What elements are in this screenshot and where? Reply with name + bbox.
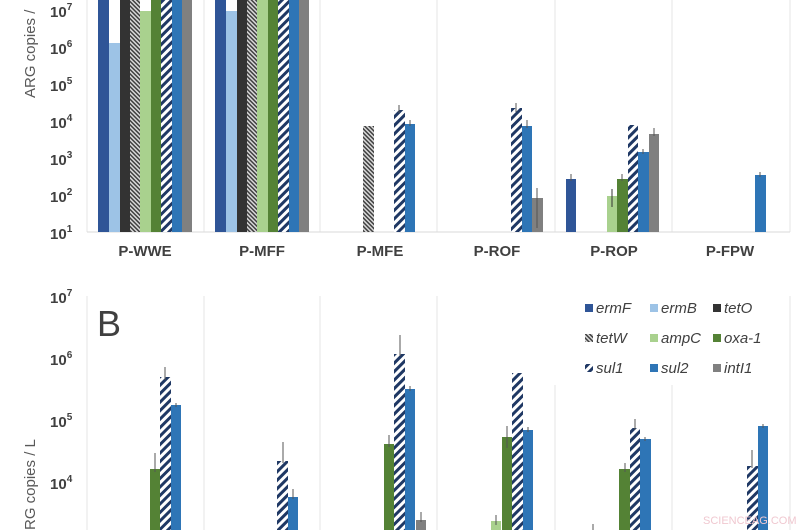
legend-ampc: ampC xyxy=(661,330,701,347)
legend-teto: tetO xyxy=(724,300,753,317)
category-separators xyxy=(86,0,791,232)
legend-swatch-sul1 xyxy=(585,364,593,372)
panel-b: B 107 106 105 104 RG copies / L xyxy=(22,288,797,530)
legend-tetw: tetW xyxy=(596,330,629,347)
legend-swatch-teto xyxy=(713,304,721,312)
group-p-rof xyxy=(511,103,543,232)
group-b-2 xyxy=(277,442,298,530)
tick-1e7: 107 xyxy=(50,2,73,21)
legend: ermF ermB tetO tetW ampC oxa-1 sul1 sul2… xyxy=(585,300,762,377)
legend-sul1: sul1 xyxy=(596,360,624,377)
cat-p-fpw: P-FPW xyxy=(706,243,755,260)
group-p-mfe xyxy=(363,105,415,232)
cat-p-mfe: P-MFE xyxy=(357,243,404,260)
group-b-1 xyxy=(150,367,181,530)
cat-p-rop: P-ROP xyxy=(590,243,638,260)
group-b-3 xyxy=(384,335,426,530)
y-axis-label-b: RG copies / L xyxy=(22,439,39,530)
watermark: SCIENCEAG.COM xyxy=(703,515,797,527)
legend-swatch-ermf xyxy=(585,304,593,312)
legend-swatch-ermb xyxy=(650,304,658,312)
group-p-mff xyxy=(215,0,309,232)
tick-1e3: 103 xyxy=(50,150,73,169)
group-p-wwe xyxy=(98,0,192,232)
cat-p-mff: P-MFF xyxy=(239,243,285,260)
tick-b-1e5: 105 xyxy=(50,412,73,431)
legend-swatch-ampc xyxy=(650,334,658,342)
tick-b-1e7: 107 xyxy=(50,288,73,307)
legend-sul2: sul2 xyxy=(661,360,689,377)
category-separators-b xyxy=(86,296,791,530)
y-axis-label-a: ARG copies / xyxy=(22,9,39,98)
cat-p-rof: P-ROF xyxy=(474,243,521,260)
legend-oxa1: oxa-1 xyxy=(724,330,762,347)
legend-ermb: ermB xyxy=(661,300,697,317)
cat-p-wwe: P-WWE xyxy=(118,243,171,260)
legend-swatch-intl1 xyxy=(713,364,721,372)
tick-b-1e4: 104 xyxy=(50,474,73,493)
legend-swatch-sul2 xyxy=(650,364,658,372)
group-b-5 xyxy=(592,419,651,530)
group-p-rop xyxy=(566,125,659,232)
y-axis-ticks-b: 107 106 105 104 xyxy=(50,288,73,493)
tick-b-1e6: 106 xyxy=(50,350,73,369)
legend-swatch-oxa1 xyxy=(713,334,721,342)
tick-1e6: 106 xyxy=(50,39,73,58)
tick-1e2: 102 xyxy=(50,187,73,206)
panel-a: 107 106 105 104 103 102 101 ARG copies / xyxy=(22,0,791,260)
group-b-4 xyxy=(491,373,533,530)
tick-1e4: 104 xyxy=(50,113,73,132)
legend-swatch-tetw xyxy=(585,334,593,342)
tick-1e1: 101 xyxy=(50,224,73,243)
legend-ermf: ermF xyxy=(596,300,632,317)
group-p-fpw xyxy=(755,172,766,232)
group-b-6 xyxy=(747,424,768,530)
tick-1e5: 105 xyxy=(50,76,73,95)
panel-label-b: B xyxy=(97,303,121,344)
x-axis-labels-a: P-WWE P-MFF P-MFE P-ROF P-ROP P-FPW xyxy=(118,243,755,260)
y-axis-ticks: 107 106 105 104 103 102 101 xyxy=(50,2,73,243)
legend-intl1: intI1 xyxy=(724,360,752,377)
